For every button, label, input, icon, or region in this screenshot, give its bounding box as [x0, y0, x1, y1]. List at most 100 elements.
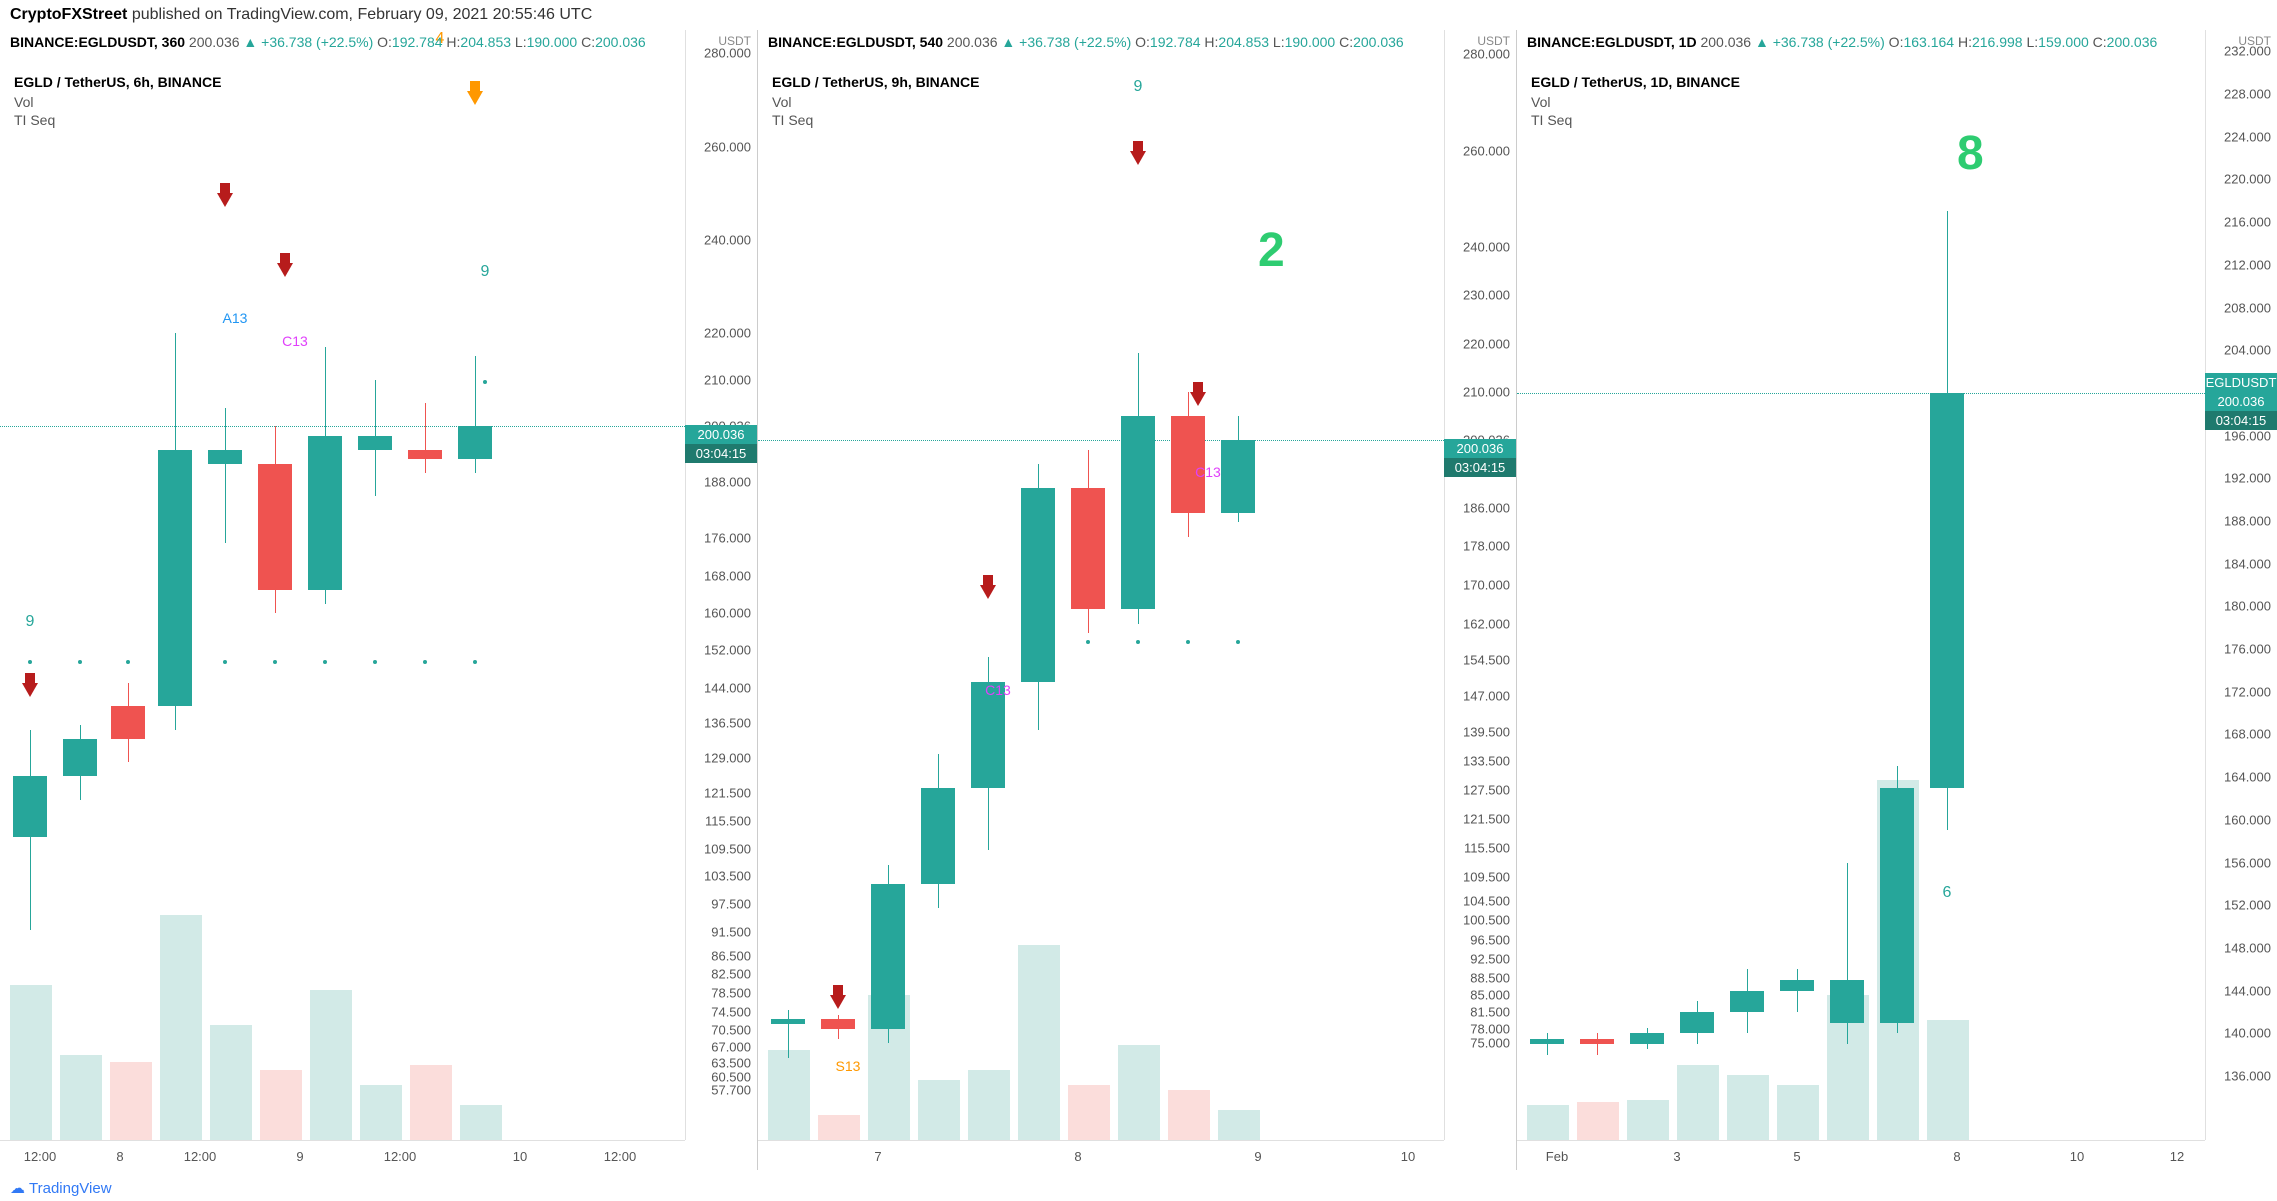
candle-body[interactable]	[771, 1019, 805, 1024]
price-tick: 210.000	[1463, 384, 1510, 399]
price-tick: 192.000	[2224, 471, 2271, 486]
price-tick: 97.500	[711, 897, 751, 912]
countdown-tag: 03:04:15	[1444, 458, 1516, 477]
volume-bar[interactable]	[410, 1065, 452, 1140]
candle-body[interactable]	[308, 436, 342, 590]
price-tick: 168.000	[2224, 727, 2271, 742]
volume-bar[interactable]	[160, 915, 202, 1140]
candle-body[interactable]	[13, 776, 47, 837]
chart-area[interactable]: 68	[1517, 30, 2205, 1140]
chart-area[interactable]: 949A13C13	[0, 30, 685, 1140]
price-tick: 96.500	[1470, 932, 1510, 947]
marker-dot	[1186, 640, 1190, 644]
candle-body[interactable]	[1780, 980, 1814, 991]
big-annotation: 2	[1258, 223, 1285, 278]
volume-bar[interactable]	[1577, 1102, 1619, 1140]
candle-body[interactable]	[921, 788, 955, 885]
publish-timestamp: February 09, 2021 20:55:46 UTC	[357, 6, 592, 23]
volume-bar[interactable]	[1527, 1105, 1569, 1140]
time-axis[interactable]: 78910	[758, 1140, 1444, 1170]
candle-body[interactable]	[63, 739, 97, 776]
price-axis[interactable]: USDT280.000260.000240.000230.000220.0002…	[1444, 30, 1516, 1140]
candle-body[interactable]	[208, 450, 242, 464]
candle-body[interactable]	[1021, 488, 1055, 681]
price-tick: 160.000	[704, 605, 751, 620]
candle-body[interactable]	[1630, 1033, 1664, 1044]
volume-bar[interactable]	[768, 1050, 810, 1140]
volume-bar[interactable]	[1777, 1085, 1819, 1140]
time-axis[interactable]: Feb3581012	[1517, 1140, 2205, 1170]
volume-bar[interactable]	[1727, 1075, 1769, 1140]
time-axis[interactable]: 12:00812:00912:001012:00	[0, 1140, 685, 1170]
volume-bar[interactable]	[1018, 945, 1060, 1140]
volume-bar[interactable]	[60, 1055, 102, 1140]
candle-body[interactable]	[408, 450, 442, 459]
symbol-info-line: BINANCE:EGLDUSDT, 360 200.036 ▲ +36.738 …	[10, 34, 646, 50]
price-tag: 200.036	[2205, 392, 2277, 411]
price-axis[interactable]: USDT232.000228.000224.000220.000216.0002…	[2205, 30, 2277, 1140]
volume-bar[interactable]	[460, 1105, 502, 1140]
time-tick: 12:00	[384, 1149, 417, 1164]
chart-panel-p6h[interactable]: BINANCE:EGLDUSDT, 360 200.036 ▲ +36.738 …	[0, 30, 758, 1170]
candle-body[interactable]	[1680, 1012, 1714, 1033]
volume-bar[interactable]	[1168, 1090, 1210, 1140]
volume-bar[interactable]	[260, 1070, 302, 1140]
volume-bar[interactable]	[1627, 1100, 1669, 1140]
candle-body[interactable]	[258, 464, 292, 590]
tradingview-logo[interactable]: ☁TradingView	[10, 1179, 112, 1197]
volume-bar[interactable]	[10, 985, 52, 1140]
price-tick: 136.500	[704, 715, 751, 730]
candle-body[interactable]	[1830, 980, 1864, 1023]
price-tick: 168.000	[704, 568, 751, 583]
candle-body[interactable]	[1071, 488, 1105, 609]
arrow-down-icon	[277, 263, 293, 277]
price-tick: 104.500	[1463, 894, 1510, 909]
candle-body[interactable]	[1530, 1039, 1564, 1044]
price-tick: 127.500	[1463, 783, 1510, 798]
chart-panel-p9h[interactable]: BINANCE:EGLDUSDT, 540 200.036 ▲ +36.738 …	[758, 30, 1517, 1170]
volume-bar[interactable]	[968, 1070, 1010, 1140]
price-tick: 144.000	[2224, 983, 2271, 998]
volume-bar[interactable]	[210, 1025, 252, 1140]
time-tick: Feb	[1546, 1149, 1568, 1164]
candle-body[interactable]	[1221, 440, 1255, 512]
price-tick: 152.000	[2224, 898, 2271, 913]
price-tick: 57.700	[711, 1083, 751, 1098]
price-tick: 140.000	[2224, 1026, 2271, 1041]
volume-bar[interactable]	[310, 990, 352, 1140]
candle-body[interactable]	[111, 706, 145, 739]
candle-body[interactable]	[458, 426, 492, 459]
candle-body[interactable]	[358, 436, 392, 450]
volume-bar[interactable]	[918, 1080, 960, 1140]
candle-body[interactable]	[1121, 416, 1155, 609]
candle-body[interactable]	[821, 1019, 855, 1029]
candle-body[interactable]	[158, 450, 192, 707]
chart-panel-p1d[interactable]: BINANCE:EGLDUSDT, 1D 200.036 ▲ +36.738 (…	[1517, 30, 2277, 1170]
price-tick: 70.500	[711, 1023, 751, 1038]
candle-body[interactable]	[1730, 991, 1764, 1012]
candle-body[interactable]	[1880, 788, 1914, 1023]
price-tick: 164.000	[2224, 770, 2271, 785]
volume-bar[interactable]	[1068, 1085, 1110, 1140]
volume-bar[interactable]	[1927, 1020, 1969, 1140]
candle-body[interactable]	[871, 884, 905, 1029]
candle-body[interactable]	[1580, 1039, 1614, 1044]
volume-bar[interactable]	[818, 1115, 860, 1140]
volume-bar[interactable]	[1218, 1110, 1260, 1140]
time-tick: 10	[2070, 1149, 2084, 1164]
price-tick: 188.000	[2224, 513, 2271, 528]
sequence-number: 6	[1943, 884, 1952, 902]
volume-bar[interactable]	[110, 1062, 152, 1140]
price-tick: 154.500	[1463, 652, 1510, 667]
price-tick: 86.500	[711, 948, 751, 963]
annotation-label: S13	[836, 1058, 861, 1074]
volume-bar[interactable]	[1118, 1045, 1160, 1140]
sequence-number: 9	[26, 613, 35, 631]
candle-body[interactable]	[1930, 393, 1964, 788]
volume-bar[interactable]	[360, 1085, 402, 1140]
price-axis[interactable]: USDT280.000260.000240.000220.000210.0002…	[685, 30, 757, 1140]
price-tick: 208.000	[2224, 300, 2271, 315]
volume-bar[interactable]	[1677, 1065, 1719, 1140]
price-tick: 136.000	[2224, 1068, 2271, 1083]
chart-area[interactable]: 92S13C13C13	[758, 30, 1444, 1140]
